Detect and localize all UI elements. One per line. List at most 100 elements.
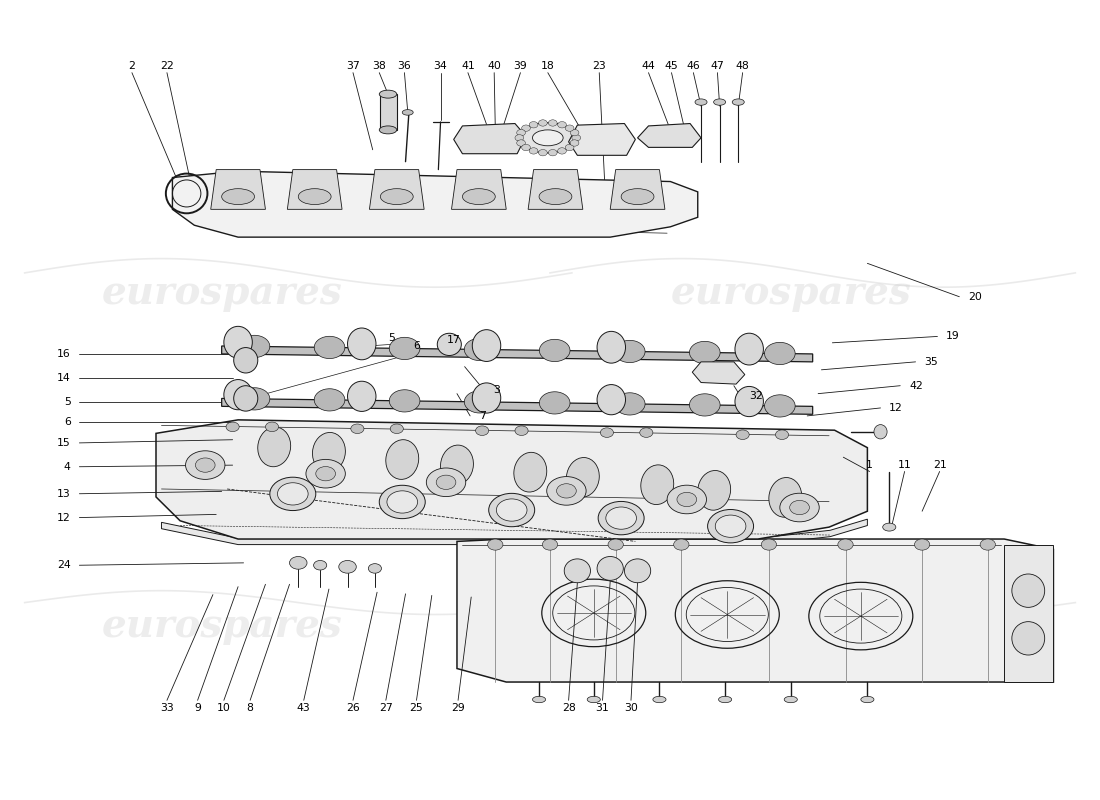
Ellipse shape bbox=[519, 122, 576, 153]
Circle shape bbox=[517, 130, 526, 136]
Circle shape bbox=[914, 539, 929, 550]
Ellipse shape bbox=[861, 696, 875, 702]
Text: 19: 19 bbox=[946, 331, 960, 342]
Ellipse shape bbox=[735, 386, 763, 417]
Ellipse shape bbox=[438, 334, 461, 355]
Circle shape bbox=[667, 485, 706, 514]
Polygon shape bbox=[451, 170, 506, 210]
Ellipse shape bbox=[315, 336, 345, 358]
Ellipse shape bbox=[715, 515, 746, 538]
Circle shape bbox=[790, 500, 810, 514]
Text: 39: 39 bbox=[514, 62, 527, 71]
Polygon shape bbox=[222, 346, 813, 362]
Ellipse shape bbox=[403, 110, 414, 115]
Text: 2: 2 bbox=[129, 62, 135, 71]
Polygon shape bbox=[156, 420, 868, 539]
Circle shape bbox=[515, 426, 528, 435]
Polygon shape bbox=[222, 398, 813, 414]
Circle shape bbox=[186, 450, 224, 479]
Circle shape bbox=[306, 459, 345, 488]
Text: 12: 12 bbox=[57, 513, 70, 522]
Ellipse shape bbox=[379, 486, 426, 518]
Circle shape bbox=[314, 561, 327, 570]
Polygon shape bbox=[610, 170, 664, 210]
Circle shape bbox=[601, 428, 614, 438]
Circle shape bbox=[427, 468, 465, 497]
Circle shape bbox=[565, 144, 574, 150]
Ellipse shape bbox=[539, 189, 572, 205]
Ellipse shape bbox=[695, 99, 707, 106]
Circle shape bbox=[265, 422, 278, 431]
Circle shape bbox=[838, 539, 854, 550]
Ellipse shape bbox=[566, 458, 600, 498]
Text: 35: 35 bbox=[924, 357, 938, 367]
Ellipse shape bbox=[239, 335, 270, 358]
Text: 5: 5 bbox=[64, 397, 70, 406]
Polygon shape bbox=[381, 94, 397, 130]
Text: 4: 4 bbox=[64, 462, 70, 472]
Text: 47: 47 bbox=[711, 62, 724, 71]
Text: 26: 26 bbox=[346, 703, 360, 714]
Ellipse shape bbox=[597, 385, 626, 414]
Ellipse shape bbox=[389, 338, 420, 359]
Circle shape bbox=[608, 539, 624, 550]
Text: 6: 6 bbox=[64, 418, 70, 427]
Ellipse shape bbox=[488, 494, 535, 526]
Text: 22: 22 bbox=[161, 62, 174, 71]
Ellipse shape bbox=[472, 383, 500, 413]
Text: 1: 1 bbox=[866, 460, 873, 470]
Text: 18: 18 bbox=[541, 62, 554, 71]
Ellipse shape bbox=[764, 342, 795, 365]
Text: 12: 12 bbox=[889, 403, 903, 413]
Ellipse shape bbox=[233, 347, 257, 373]
Circle shape bbox=[475, 426, 488, 435]
Ellipse shape bbox=[233, 386, 257, 411]
Ellipse shape bbox=[464, 390, 495, 413]
Circle shape bbox=[549, 150, 557, 156]
Ellipse shape bbox=[464, 338, 495, 361]
Ellipse shape bbox=[379, 90, 397, 98]
Text: 31: 31 bbox=[596, 703, 609, 714]
Ellipse shape bbox=[348, 328, 376, 360]
Ellipse shape bbox=[784, 696, 798, 702]
Circle shape bbox=[570, 130, 579, 136]
Text: 8: 8 bbox=[246, 703, 254, 714]
Text: 48: 48 bbox=[736, 62, 749, 71]
Circle shape bbox=[676, 492, 696, 506]
Text: 41: 41 bbox=[461, 62, 475, 71]
Circle shape bbox=[339, 561, 356, 573]
Ellipse shape bbox=[312, 433, 345, 472]
Text: 38: 38 bbox=[373, 62, 386, 71]
Text: 13: 13 bbox=[57, 489, 70, 498]
Circle shape bbox=[557, 484, 576, 498]
Ellipse shape bbox=[532, 130, 563, 146]
Text: 9: 9 bbox=[195, 703, 201, 714]
Ellipse shape bbox=[597, 331, 626, 363]
Text: 16: 16 bbox=[57, 349, 70, 359]
Ellipse shape bbox=[348, 382, 376, 411]
Polygon shape bbox=[569, 123, 636, 155]
Ellipse shape bbox=[597, 557, 624, 580]
Text: 25: 25 bbox=[409, 703, 424, 714]
Text: 43: 43 bbox=[297, 703, 310, 714]
Ellipse shape bbox=[539, 392, 570, 414]
Circle shape bbox=[780, 494, 820, 522]
Ellipse shape bbox=[1012, 622, 1045, 655]
Text: 17: 17 bbox=[447, 335, 461, 346]
Circle shape bbox=[226, 422, 239, 431]
Text: 24: 24 bbox=[57, 560, 70, 570]
Ellipse shape bbox=[625, 559, 651, 582]
Text: 5: 5 bbox=[388, 333, 395, 343]
Ellipse shape bbox=[257, 427, 290, 466]
Text: 36: 36 bbox=[397, 62, 411, 71]
Ellipse shape bbox=[496, 499, 527, 521]
Circle shape bbox=[521, 125, 530, 131]
Polygon shape bbox=[173, 171, 697, 237]
Ellipse shape bbox=[440, 445, 473, 485]
Text: 40: 40 bbox=[487, 62, 502, 71]
Circle shape bbox=[515, 134, 524, 141]
Ellipse shape bbox=[387, 491, 418, 513]
Circle shape bbox=[980, 539, 996, 550]
Ellipse shape bbox=[690, 342, 721, 363]
Polygon shape bbox=[287, 170, 342, 210]
